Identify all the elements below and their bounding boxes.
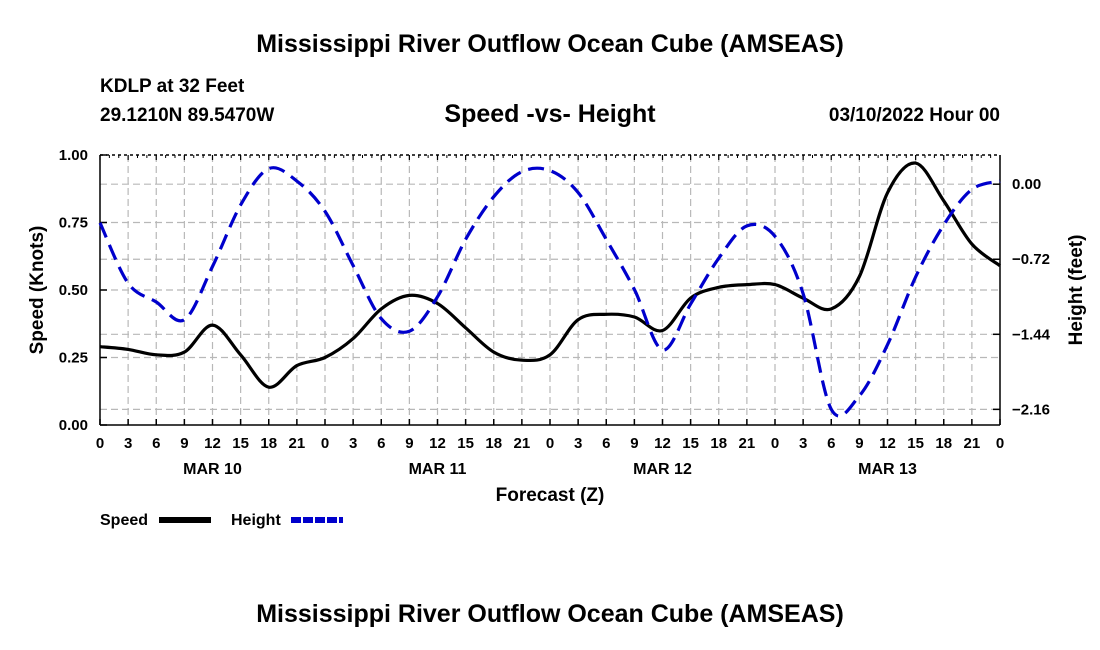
x-tick-label: 15: [907, 435, 924, 452]
x-tick-label: 21: [964, 435, 981, 452]
y2-axis-title: Height (feet): [1066, 235, 1087, 346]
y-tick-label: 0.75: [59, 215, 88, 232]
chart-subtitle: Speed -vs- Height: [444, 100, 656, 128]
x-tick-label: 21: [739, 435, 756, 452]
y2-tick-label: −2.16: [1012, 401, 1050, 418]
legend: Speed Height: [100, 512, 343, 529]
x-tick-label: 0: [996, 435, 1004, 452]
x-tick-label: 12: [204, 435, 221, 452]
y-tick-label: 0.00: [59, 417, 88, 434]
x-tick-label: 6: [602, 435, 610, 452]
x-tick-label: 0: [96, 435, 104, 452]
x-tick-label: 15: [682, 435, 699, 452]
x-tick-label: 18: [260, 435, 277, 452]
series-line-speed: [99, 161, 1001, 389]
day-label: MAR 12: [633, 461, 692, 478]
x-tick-label: 3: [574, 435, 582, 452]
x-tick-label: 18: [710, 435, 727, 452]
legend-label-height: Height: [231, 512, 281, 529]
y2-tick-label: −1.44: [1012, 326, 1051, 343]
x-tick-label: 6: [377, 435, 385, 452]
x-tick-label: 0: [321, 435, 329, 452]
y2-tick-label: 0.00: [1012, 176, 1041, 193]
forecast-datetime: 03/10/2022 Hour 00: [828, 105, 1000, 126]
legend-label-speed: Speed: [100, 512, 148, 529]
chart-main-title: Mississippi River Outflow Ocean Cube (AM…: [256, 30, 844, 58]
x-tick-label: 21: [289, 435, 306, 452]
y2-tick-label: −0.72: [1012, 251, 1050, 268]
day-label: MAR 11: [409, 461, 467, 478]
x-tick-label: 9: [180, 435, 188, 452]
y-tick-label: 1.00: [59, 147, 88, 164]
x-tick-label: 3: [349, 435, 357, 452]
coordinates-label: 29.1210N 89.5470W: [100, 105, 275, 126]
x-tick-label: 0: [771, 435, 779, 452]
x-tick-label: 6: [827, 435, 835, 452]
chart-main-title-repeat: Mississippi River Outflow Ocean Cube (AM…: [256, 600, 844, 628]
x-tick-label: 12: [654, 435, 671, 452]
y-axis-title: Speed (Knots): [27, 226, 48, 355]
x-tick-label: 3: [124, 435, 132, 452]
x-tick-label: 0: [546, 435, 554, 452]
x-tick-label: 18: [485, 435, 502, 452]
y-tick-label: 0.50: [59, 282, 88, 299]
x-tick-label: 9: [405, 435, 413, 452]
x-tick-label: 15: [457, 435, 474, 452]
x-tick-label: 12: [429, 435, 446, 452]
station-label: KDLP at 32 Feet: [100, 76, 245, 97]
series-lines: [98, 161, 1001, 418]
x-tick-label: 9: [855, 435, 863, 452]
x-tick-label: 9: [630, 435, 638, 452]
grid: [100, 155, 1000, 425]
y-tick-label: 0.25: [59, 350, 88, 367]
x-tick-label: 12: [879, 435, 896, 452]
x-tick-label: 3: [799, 435, 807, 452]
x-tick-label: 6: [152, 435, 160, 452]
x-tick-label: 15: [232, 435, 249, 452]
x-tick-label: 21: [514, 435, 531, 452]
x-axis-title: Forecast (Z): [496, 485, 605, 506]
x-tick-label: 18: [935, 435, 952, 452]
day-label: MAR 13: [858, 461, 917, 478]
day-label: MAR 10: [183, 461, 242, 478]
axes: 0 3 6 9 12 15 18 21 0 3 6 9 12 15 18 21 0 3 6 9 12 15 18 21 0 3 6 9…: [27, 147, 1087, 506]
series-line-height: [98, 166, 1001, 418]
